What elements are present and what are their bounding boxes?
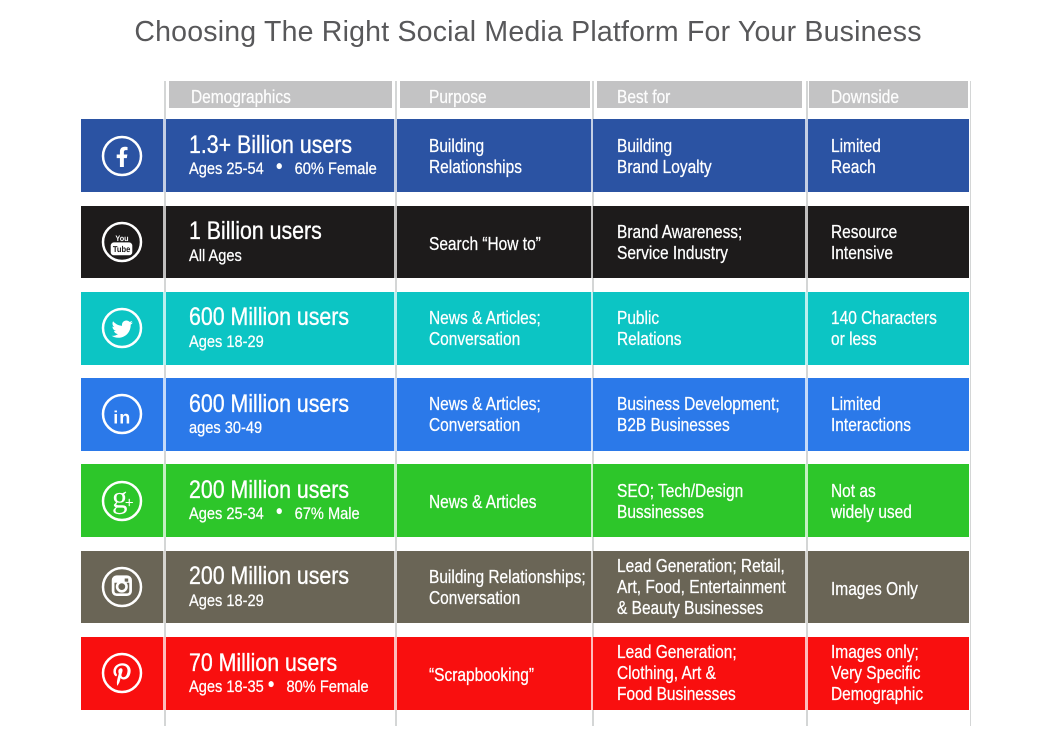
svg-text:Tube: Tube bbox=[113, 244, 131, 254]
svg-text:g: g bbox=[112, 479, 128, 514]
svg-text:+: + bbox=[125, 494, 134, 511]
svg-text:You: You bbox=[115, 234, 128, 243]
svg-text:in: in bbox=[113, 408, 131, 428]
